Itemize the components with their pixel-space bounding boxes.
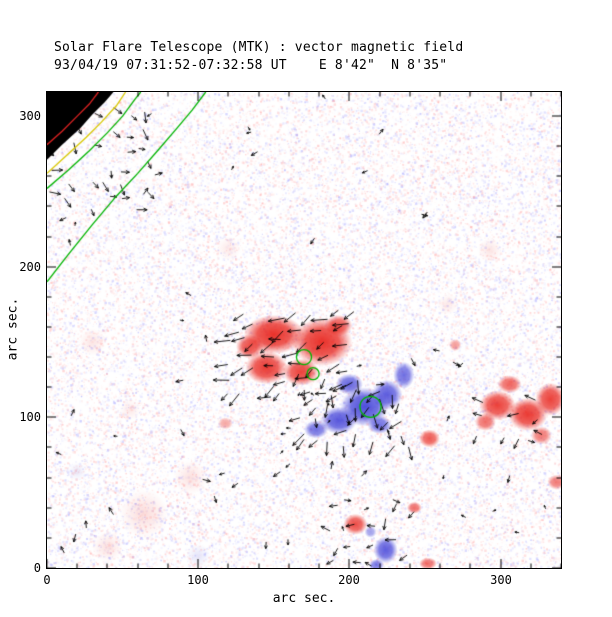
- y-tick-label-200: 200: [19, 260, 41, 274]
- x-tick-label-100: 100: [187, 573, 209, 587]
- magnetogram-canvas: [47, 92, 561, 568]
- x-tick-label-0: 0: [43, 573, 51, 587]
- figure-title: Solar Flare Telescope (MTK) : vector mag…: [54, 40, 464, 55]
- y-tick-label-0: 0: [33, 561, 41, 575]
- x-axis-label: arc sec.: [272, 591, 336, 606]
- y-tick-label-100: 100: [19, 410, 41, 424]
- y-axis-label: arc sec.: [5, 297, 21, 361]
- x-tick-label-200: 200: [338, 573, 360, 587]
- y-tick-label-300: 300: [19, 109, 41, 123]
- plot-frame: [46, 91, 562, 569]
- x-tick-label-300: 300: [490, 573, 512, 587]
- figure-subtitle: 93/04/19 07:31:52-07:32:58 UT E 8'42" N …: [54, 58, 448, 73]
